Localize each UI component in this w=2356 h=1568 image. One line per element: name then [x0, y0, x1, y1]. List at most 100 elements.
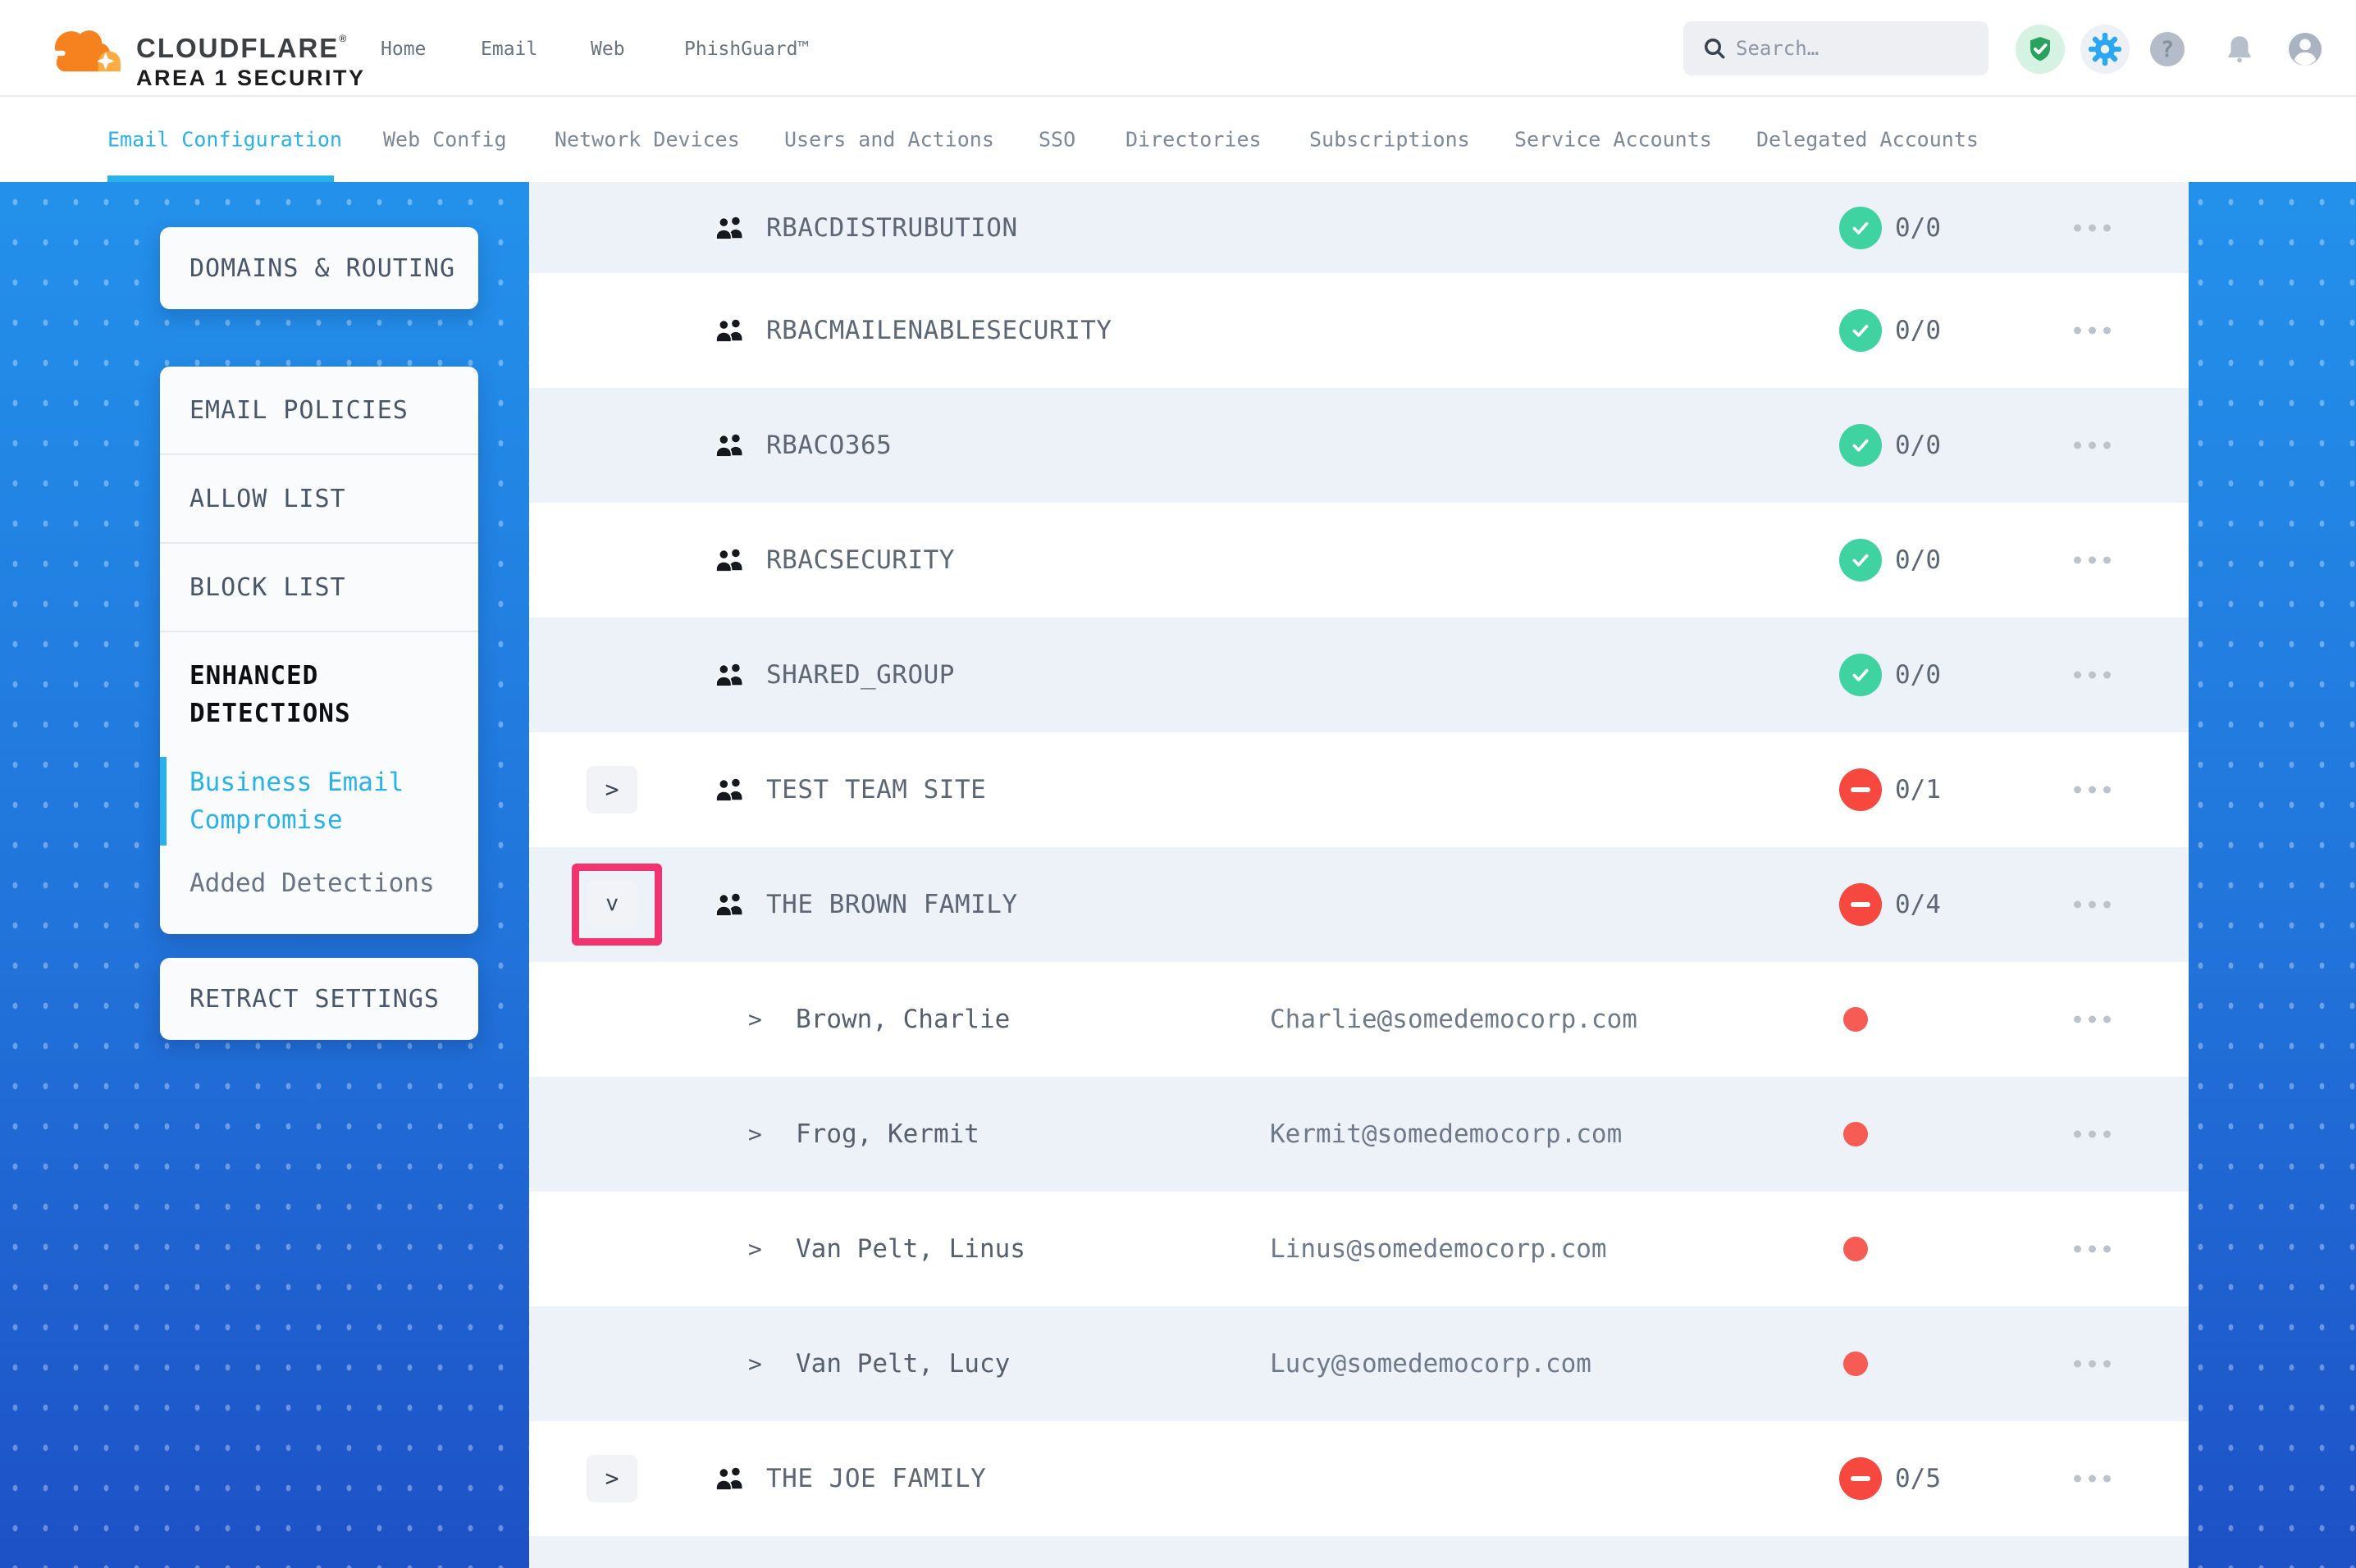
status-badge [1839, 424, 1882, 467]
status-badge [1839, 768, 1882, 811]
expand-group-button[interactable]: > [587, 766, 637, 814]
brand-product: AREA 1 SECURITY [136, 66, 366, 90]
nav-item-email[interactable]: Email [481, 39, 538, 60]
sidebar-item-business-email-compromise[interactable]: Business Email Compromise [160, 757, 450, 846]
table-row-group[interactable]: RBACSECURITY 0/0 [529, 503, 2189, 618]
cloudflare-logo[interactable]: CLOUDFLARE® AREA 1 SECURITY [46, 11, 505, 90]
sidebar-item-label: DOMAINS & ROUTING [189, 253, 456, 283]
chevron-right-icon[interactable] [748, 1121, 762, 1148]
table-row-member[interactable]: Van Pelt, Linus Linus@somedemocorp.com [529, 1192, 2189, 1306]
sidebar-item-allow-list[interactable]: ALLOW LIST [160, 455, 478, 544]
nav-item-phishguard[interactable]: PhishGuard™ [684, 39, 810, 60]
member-email: Charlie@somedemocorp.com [1270, 1005, 1637, 1034]
table-row-member[interactable]: Brown, Charlie Charlie@somedemocorp.com [529, 962, 2189, 1077]
sidebar-item-label: ALLOW LIST [189, 484, 346, 513]
sidebar-item-retract-settings[interactable]: RETRACT SETTINGS [160, 958, 478, 1040]
settings-gear-icon[interactable] [2080, 25, 2130, 74]
status-badge [1839, 206, 1882, 249]
shield-check-icon[interactable] [2016, 25, 2065, 74]
active-tab-underline [107, 175, 334, 182]
member-status-dot [1843, 1007, 1868, 1032]
table-row-member[interactable]: Van Pelt, Lucy Lucy@somedemocorp.com [529, 1306, 2189, 1421]
row-menu-button[interactable] [2055, 1475, 2129, 1483]
nav-item-home[interactable]: Home [381, 39, 427, 60]
row-menu-button[interactable] [2055, 326, 2129, 335]
sidebar-item-added-detections[interactable]: Added Detections [189, 868, 435, 898]
chevron-down-icon: > [598, 897, 626, 912]
row-menu-button[interactable] [2055, 1130, 2129, 1138]
member-status-dot [1843, 1237, 1868, 1261]
sidebar-item-label: Business Email Compromise [189, 768, 404, 835]
group-name: SHARED_GROUP [766, 660, 955, 690]
group-icon [715, 663, 742, 687]
tab-directories[interactable]: Directories [1125, 127, 1262, 152]
row-menu-button[interactable] [2055, 556, 2129, 564]
cloudflare-cloud-icon [47, 30, 121, 72]
status-badge [1839, 1457, 1882, 1500]
member-count: 0/4 [1895, 890, 1941, 919]
group-icon [715, 1467, 742, 1491]
table-row-group[interactable]: RBACMAILENABLESECURITY 0/0 [529, 273, 2189, 388]
tab-network-devices[interactable]: Network Devices [555, 127, 740, 152]
table-row-group[interactable]: RBACO365 0/0 [529, 388, 2189, 503]
group-icon [715, 319, 742, 343]
sidebar-item-email-policies[interactable]: EMAIL POLICIES [160, 367, 478, 455]
tab-web-config[interactable]: Web Config [383, 127, 507, 152]
tab-users-and-actions[interactable]: Users and Actions [784, 127, 994, 152]
search-input[interactable] [1736, 21, 1974, 75]
row-menu-button[interactable] [2055, 786, 2129, 794]
user-avatar-icon[interactable] [2281, 25, 2330, 74]
row-menu-button[interactable] [2055, 1360, 2129, 1368]
member-email: Linus@somedemocorp.com [1270, 1234, 1607, 1264]
chevron-right-icon[interactable] [748, 1006, 762, 1033]
check-icon [1852, 668, 1869, 681]
group-icon [715, 434, 742, 458]
member-name: Van Pelt, Linus [796, 1234, 1025, 1264]
table-row-group-expanded[interactable]: > THE BROWN FAMILY 0/4 [529, 847, 2189, 962]
collapse-group-button[interactable]: > [587, 881, 637, 928]
group-name: THE BROWN FAMILY [766, 890, 1018, 919]
tab-service-accounts[interactable]: Service Accounts [1514, 127, 1712, 152]
notifications-bell-icon[interactable] [2215, 25, 2264, 74]
row-menu-button[interactable] [2055, 1015, 2129, 1023]
table-row-group[interactable]: > TEST TEAM SITE 0/1 [529, 732, 2189, 847]
help-icon[interactable]: ? [2150, 32, 2185, 66]
chevron-right-icon[interactable] [748, 1236, 762, 1263]
tab-subscriptions[interactable]: Subscriptions [1309, 127, 1470, 152]
row-menu-button[interactable] [2055, 1245, 2129, 1253]
sidebar-enhanced-detections-section: ENHANCED DETECTIONS Business Email Compr… [160, 632, 478, 898]
group-icon [715, 217, 742, 240]
brand-name: CLOUDFLARE® [136, 33, 349, 63]
minus-icon [1851, 1476, 1870, 1481]
sidebar-item-label: RETRACT SETTINGS [189, 984, 440, 1014]
chevron-right-icon[interactable] [748, 1351, 762, 1378]
member-count: 0/0 [1895, 212, 1941, 243]
search-box [1683, 21, 1988, 75]
sidebar-item-block-list[interactable]: BLOCK LIST [160, 544, 478, 632]
table-row-group[interactable]: RBACDISTRUBUTION 0/0 [529, 182, 2189, 273]
member-count: 0/0 [1895, 545, 1941, 575]
sidebar-item-label: BLOCK LIST [189, 572, 346, 602]
table-row-member[interactable]: Frog, Kermit Kermit@somedemocorp.com [529, 1077, 2189, 1192]
sidebar-item-domains-routing[interactable]: DOMAINS & ROUTING [160, 227, 478, 309]
tab-email-configuration[interactable]: Email Configuration [107, 127, 342, 152]
member-status-dot [1843, 1351, 1868, 1376]
member-status-dot [1843, 1122, 1868, 1146]
status-badge [1839, 654, 1882, 696]
row-menu-button[interactable] [2055, 671, 2129, 679]
member-count: 0/0 [1895, 660, 1941, 690]
nav-item-web[interactable]: Web [591, 39, 625, 60]
table-row-group[interactable]: SHARED_GROUP 0/0 [529, 618, 2189, 732]
group-icon [715, 778, 742, 802]
row-menu-button[interactable] [2055, 224, 2129, 231]
config-tabs: Email Configuration Web Config Network D… [0, 97, 2356, 182]
tab-sso[interactable]: SSO [1039, 127, 1076, 152]
check-icon [1852, 324, 1869, 337]
expand-group-button[interactable]: > [587, 1455, 637, 1502]
row-menu-button[interactable] [2055, 900, 2129, 909]
table-row-group[interactable]: > THE JOE FAMILY 0/5 [529, 1421, 2189, 1536]
tab-delegated-accounts[interactable]: Delegated Accounts [1756, 127, 1979, 152]
sidebar-policies-card: EMAIL POLICIES ALLOW LIST BLOCK LIST ENH… [160, 367, 478, 934]
row-menu-button[interactable] [2055, 441, 2129, 449]
